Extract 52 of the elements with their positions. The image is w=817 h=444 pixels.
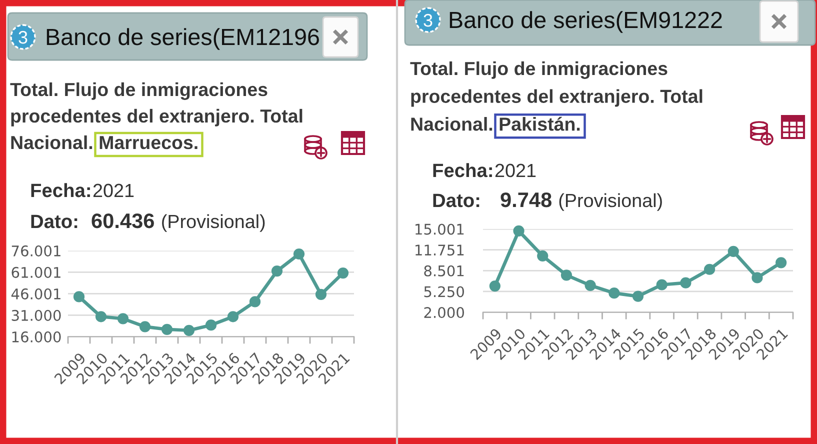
point: [183, 324, 195, 336]
point: [293, 248, 305, 260]
text: 2021: [93, 184, 134, 198]
point: [205, 320, 217, 331]
chart-subtitle: Total. Flujo de inmigraciones procedentes del extranjero. Total Nacional. Pakistán.: [410, 61, 702, 131]
point: [337, 267, 349, 279]
point: [608, 288, 620, 299]
point: [632, 290, 644, 302]
y-tick-label: 46.001: [11, 288, 60, 300]
y-tick-label: 61.001: [12, 266, 60, 278]
text: Fecha:: [31, 183, 90, 198]
point: [315, 288, 327, 300]
text: 3: [18, 30, 28, 44]
point: [728, 246, 739, 257]
y-tick-label: 15.001: [416, 224, 464, 235]
y-tick-label: 31.000: [12, 310, 61, 321]
point: [161, 324, 173, 335]
chart-title: Banco de series(EM91222: [450, 11, 722, 33]
text: 60.436: [92, 213, 154, 228]
y-tick-label: 16.000: [12, 331, 61, 342]
point: [560, 270, 572, 281]
point: [271, 266, 283, 277]
text: Dato:: [433, 194, 480, 208]
chart-subtitle: Total. Flujo de inmigraciones procedentes del extranjero. Total Nacional. Marruecos.: [10, 82, 302, 150]
point: [584, 280, 596, 291]
point: [95, 311, 107, 322]
text: 3: [424, 14, 432, 27]
chart-title: Banco de series(EM12196: [46, 28, 319, 50]
point: [752, 272, 763, 284]
y-tick-label: 76.001: [12, 245, 60, 256]
point: [73, 291, 85, 302]
point: [227, 311, 239, 322]
text: 2021: [495, 164, 536, 178]
text: (Provisional): [559, 193, 662, 211]
y-tick-label: 11.751: [416, 244, 464, 256]
y-tick-label: 8.501: [424, 265, 464, 276]
point: [776, 257, 787, 268]
point: [117, 313, 129, 324]
point: [489, 280, 500, 292]
y-tick-label: 5.250: [424, 286, 464, 298]
text: Dato:: [31, 214, 78, 228]
point: [680, 277, 692, 288]
point: [139, 321, 151, 332]
point: [537, 250, 548, 262]
point: [249, 296, 261, 308]
point: [656, 279, 668, 290]
text: (Provisional): [162, 214, 265, 232]
text: Fecha:: [433, 163, 492, 178]
y-tick-label: 2.000: [424, 307, 464, 318]
point: [704, 264, 716, 275]
point: [513, 225, 524, 236]
text: 9.748: [500, 192, 552, 208]
